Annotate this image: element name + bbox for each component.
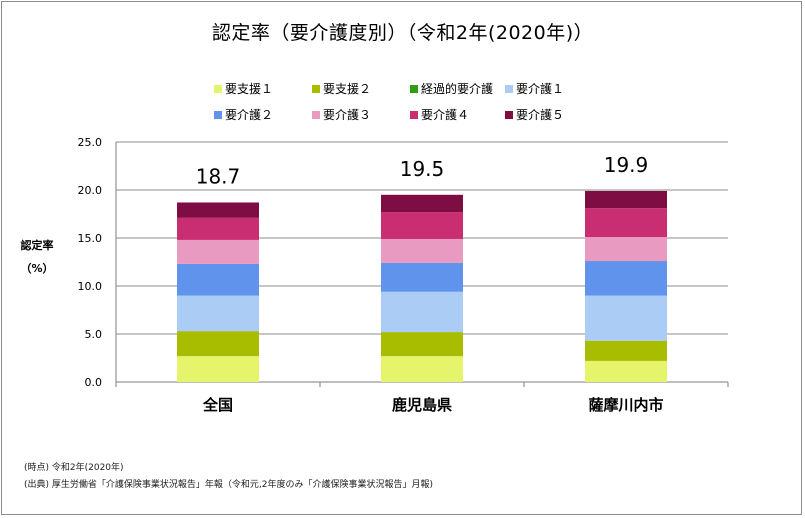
legend-swatch bbox=[505, 84, 513, 93]
chart-title: 認定率（要介護度別）（令和2年(2020年)） bbox=[211, 22, 594, 44]
bar-segment bbox=[177, 263, 259, 296]
legend-swatch bbox=[214, 84, 222, 93]
bar-segment bbox=[177, 202, 259, 218]
bar-segment bbox=[381, 356, 463, 382]
bar-segment bbox=[585, 190, 667, 209]
legend-label: 要介護２ bbox=[225, 108, 274, 122]
legend-item: 経過的要介護 bbox=[410, 80, 493, 97]
legend-label: 要支援２ bbox=[323, 82, 372, 96]
legend-label: 要介護５ bbox=[516, 108, 565, 122]
y-axis-label: 認定率 bbox=[21, 238, 54, 252]
legend-swatch bbox=[410, 84, 418, 93]
y-tick-label: 5.0 bbox=[85, 328, 103, 341]
legend-item: 要介護５ bbox=[505, 106, 564, 123]
legend-label: 要介護３ bbox=[323, 108, 372, 122]
bar-segment bbox=[585, 340, 667, 361]
time-point-note: (時点) 令和2年(2020年) bbox=[24, 463, 124, 473]
legend-item: 要介護２ bbox=[214, 106, 273, 123]
legend-swatch bbox=[312, 110, 320, 119]
legend-item: 要支援１ bbox=[214, 80, 273, 97]
total-label: 19.5 bbox=[400, 157, 445, 181]
legend-item: 要介護３ bbox=[312, 106, 371, 123]
bar-segment bbox=[585, 237, 667, 262]
y-tick-label: 25.0 bbox=[78, 136, 103, 149]
legend-label: 要介護４ bbox=[421, 108, 470, 122]
legend-swatch bbox=[505, 110, 513, 119]
total-label: 19.9 bbox=[604, 153, 649, 177]
source-note: (出典) 厚生労働省「介護保険事業状況報告」年報（令和元,2年度のみ「介護保険事… bbox=[24, 480, 433, 490]
bar-segment bbox=[381, 332, 463, 357]
bar-segment bbox=[381, 212, 463, 239]
legend-item: 要支援２ bbox=[312, 80, 371, 97]
bar-segment bbox=[177, 239, 259, 264]
bar-segment bbox=[585, 208, 667, 238]
y-tick-label: 15.0 bbox=[78, 232, 103, 245]
category-label: 鹿児島県 bbox=[392, 396, 452, 414]
bar-segment bbox=[585, 295, 667, 341]
bar-segment bbox=[381, 262, 463, 292]
legend-item: 要介護１ bbox=[505, 80, 564, 97]
bar-segment bbox=[585, 261, 667, 296]
y-tick-label: 0.0 bbox=[85, 376, 103, 389]
y-axis-unit: （%） bbox=[20, 262, 53, 275]
legend-label: 経過的要介護 bbox=[421, 82, 494, 96]
total-label: 18.7 bbox=[196, 164, 241, 188]
bar-segment bbox=[177, 331, 259, 357]
legend-item: 要介護４ bbox=[410, 106, 469, 123]
legend-swatch bbox=[312, 84, 320, 93]
bar-segment bbox=[585, 360, 667, 382]
y-tick-label: 20.0 bbox=[78, 184, 103, 197]
notes: (時点) 令和2年(2020年) (出典) 厚生労働省「介護保険事業状況報告」年… bbox=[24, 460, 433, 494]
bar-segment bbox=[381, 194, 463, 213]
y-tick-label: 10.0 bbox=[78, 280, 103, 293]
bar-segment bbox=[177, 217, 259, 240]
bar-segment bbox=[177, 295, 259, 332]
legend-label: 要支援１ bbox=[225, 82, 274, 96]
legend-label: 要介護１ bbox=[516, 82, 565, 96]
legend-swatch bbox=[410, 110, 418, 119]
category-label: 全国 bbox=[202, 396, 233, 414]
legend-swatch bbox=[214, 110, 222, 119]
category-label: 薩摩川内市 bbox=[588, 396, 663, 414]
bar-segment bbox=[381, 238, 463, 263]
bar-segment bbox=[177, 356, 259, 382]
bar-segment bbox=[381, 291, 463, 333]
